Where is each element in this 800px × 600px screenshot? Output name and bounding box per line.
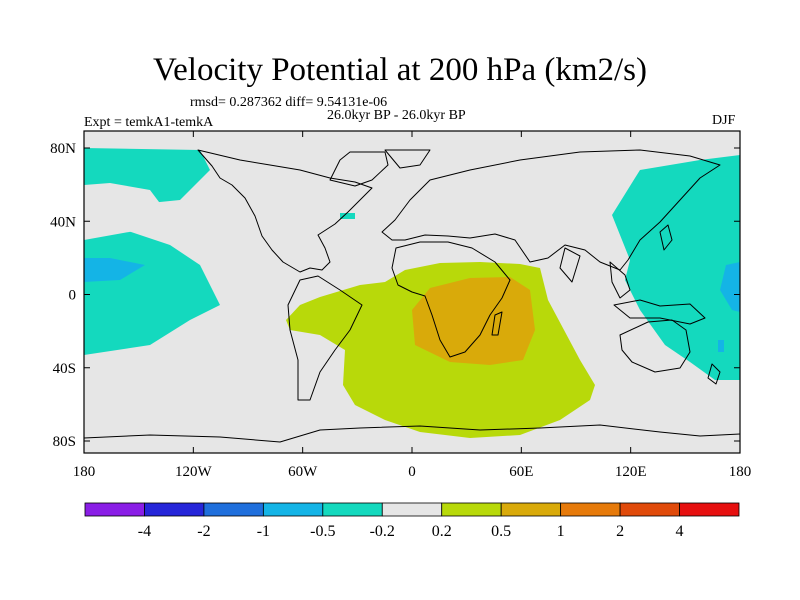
contour-fill-layer — [84, 148, 740, 438]
colorbar-swatch — [500, 502, 562, 517]
colorbar-swatch — [203, 502, 264, 517]
map-panel — [83, 130, 741, 454]
stats-label: rmsd= 0.287362 diff= 9.54131e-06 — [190, 95, 388, 110]
colorbar-label: -1 — [257, 523, 270, 540]
lon-tick-label: 60W — [288, 464, 318, 480]
map-axes: 80N 40N 0 40S 80S 180 120W 60W 0 60E 120E 180 — [50, 131, 751, 480]
colorbar-swatch — [381, 502, 443, 517]
lat-tick-label: 80S — [53, 434, 76, 450]
colorbar-swatch — [144, 502, 205, 517]
lon-tick-label: 60E — [509, 464, 533, 480]
neutral-hole-northeast-pacific — [84, 183, 165, 240]
coastlines — [83, 149, 741, 443]
map-title: Velocity Potential at 200 hPa (km2/s) — [152, 52, 648, 88]
experiment-label: Expt = temkA1-temkA — [84, 115, 214, 130]
blue-spot-central-pacific — [84, 258, 145, 282]
blue-spot-east — [720, 262, 740, 312]
lon-tick-label: 120W — [175, 464, 213, 480]
colorbar-label: 0.5 — [491, 523, 511, 540]
positive-core-southern-africa — [412, 277, 535, 365]
colorbar-label: -0.2 — [370, 523, 395, 540]
colorbar-label: 1 — [557, 523, 565, 540]
colorbar-swatch — [679, 502, 740, 517]
colorbar-label: -2 — [197, 523, 210, 540]
period-label: 26.0kyr BP - 26.0kyr BP — [327, 108, 466, 123]
colorbar-swatch — [619, 502, 680, 517]
colorbar-swatch — [441, 502, 502, 517]
colorbar-swatch — [262, 502, 324, 517]
lat-tick-label: 0 — [69, 288, 77, 304]
colorbar: -4 -2 -1 -0.5 -0.2 0.2 0.5 1 2 4 — [84, 502, 740, 540]
lon-tick-label: 180 — [729, 464, 752, 480]
colorbar-label: 4 — [676, 523, 684, 540]
small-negative-north-atlantic — [340, 213, 355, 219]
lat-tick-label: 40N — [50, 214, 76, 230]
season-label: DJF — [712, 113, 736, 128]
colorbar-label: -4 — [138, 523, 151, 540]
blue-spot-southeast — [718, 340, 724, 352]
negative-region-west-pacific — [612, 155, 740, 380]
lat-tick-label: 80N — [50, 141, 76, 157]
lon-tick-label: 120E — [615, 464, 647, 480]
lon-tick-label: 180 — [73, 464, 96, 480]
colorbar-label: 0.2 — [432, 523, 452, 540]
colorbar-label: -0.5 — [310, 523, 335, 540]
lat-tick-label: 40S — [53, 361, 76, 377]
colorbar-label: 2 — [616, 523, 624, 540]
colorbar-swatch — [322, 502, 383, 517]
lon-tick-label: 0 — [408, 464, 416, 480]
colorbar-swatch — [560, 502, 621, 517]
colorbar-swatch — [84, 502, 145, 517]
